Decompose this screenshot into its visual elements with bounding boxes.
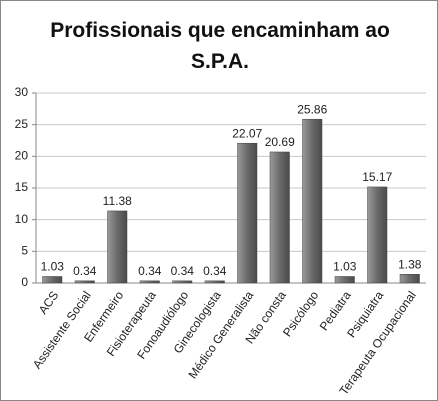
value-label: 15.17 (362, 170, 392, 184)
bar (399, 274, 420, 284)
value-label: 22.07 (232, 126, 262, 140)
bar (237, 142, 258, 284)
value-label: 0.34 (73, 264, 97, 278)
value-label: 20.69 (265, 135, 295, 149)
x-tick-label: Assistente Social (30, 289, 94, 372)
bar (269, 151, 290, 284)
value-label: 11.38 (103, 194, 132, 208)
chart-title: Profissionais que encaminham ao S.P.A. (50, 19, 390, 73)
value-label: 1.03 (41, 260, 65, 274)
bar (204, 280, 225, 284)
y-tick-label: 15 (15, 180, 29, 194)
y-tick-label: 30 (15, 85, 29, 99)
value-label: 1.03 (333, 260, 357, 274)
x-tick-label: ACS (36, 289, 62, 317)
bar (367, 186, 388, 284)
value-label: 0.34 (203, 264, 227, 278)
value-label: 25.86 (297, 102, 327, 116)
bar (334, 276, 355, 284)
bar (42, 276, 63, 284)
y-tick-label: 25 (15, 117, 29, 131)
bar (74, 280, 95, 284)
y-tick-label: 5 (21, 244, 28, 258)
value-label: 0.34 (138, 264, 162, 278)
bar (172, 280, 193, 284)
y-tick-label: 10 (15, 212, 29, 226)
bar (107, 210, 128, 284)
bar (139, 280, 160, 284)
value-label: 0.34 (171, 264, 195, 278)
y-tick-label: 20 (15, 149, 29, 163)
bar (302, 118, 323, 284)
y-tick-label: 0 (21, 275, 28, 289)
value-label: 1.38 (398, 257, 422, 271)
